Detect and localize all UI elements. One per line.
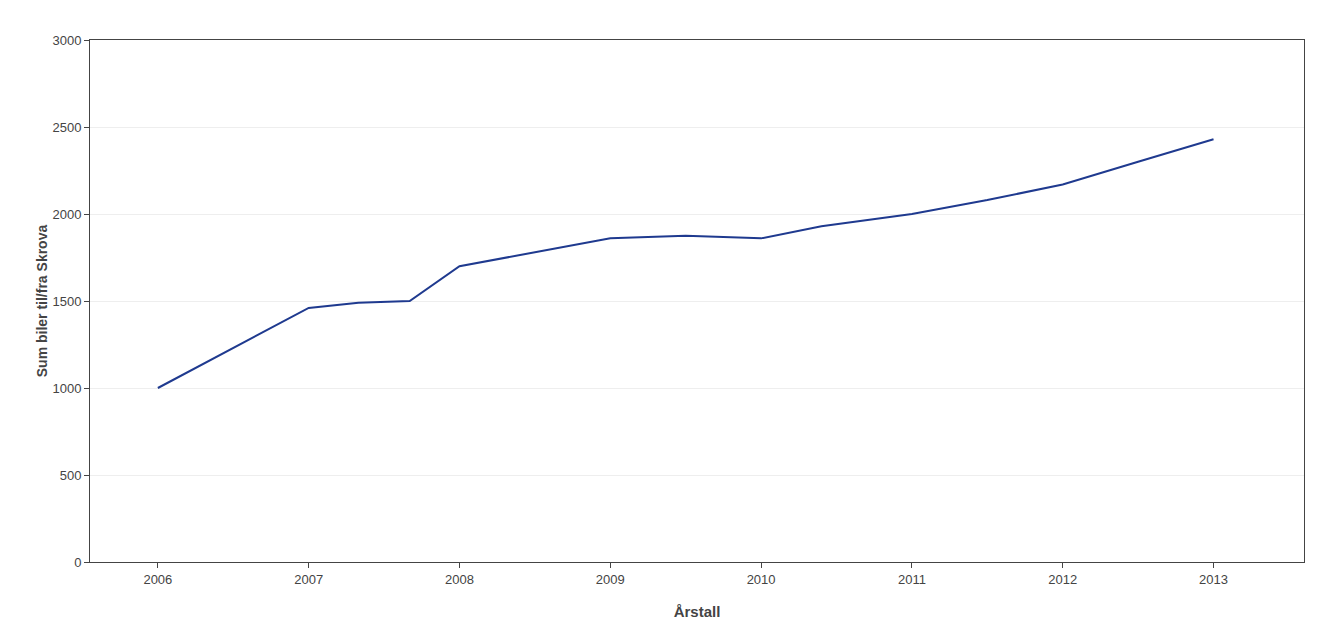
svg-text:2008: 2008	[445, 572, 474, 587]
svg-text:2012: 2012	[1048, 572, 1077, 587]
svg-text:500: 500	[60, 468, 82, 483]
svg-text:2006: 2006	[143, 572, 172, 587]
svg-text:2000: 2000	[52, 207, 81, 222]
svg-text:Årstall: Årstall	[674, 603, 721, 620]
svg-text:2013: 2013	[1199, 572, 1228, 587]
svg-text:2007: 2007	[294, 572, 323, 587]
svg-text:2009: 2009	[596, 572, 625, 587]
svg-text:1000: 1000	[52, 381, 81, 396]
svg-text:Sum biler til/fra Skrova: Sum biler til/fra Skrova	[34, 225, 50, 378]
svg-text:0: 0	[74, 555, 81, 570]
svg-text:2010: 2010	[747, 572, 776, 587]
svg-text:2500: 2500	[52, 120, 81, 135]
svg-text:2011: 2011	[898, 572, 926, 587]
svg-text:3000: 3000	[52, 33, 81, 48]
svg-text:1500: 1500	[52, 294, 81, 309]
